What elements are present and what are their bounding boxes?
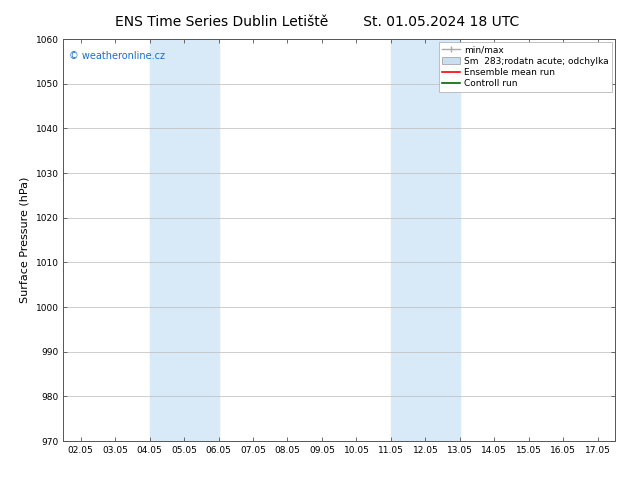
Text: © weatheronline.cz: © weatheronline.cz — [69, 51, 165, 61]
Legend: min/max, Sm  283;rodatn acute; odchylka, Ensemble mean run, Controll run: min/max, Sm 283;rodatn acute; odchylka, … — [439, 42, 612, 92]
Y-axis label: Surface Pressure (hPa): Surface Pressure (hPa) — [20, 177, 30, 303]
Bar — [391, 39, 460, 441]
Bar — [150, 39, 219, 441]
Text: ENS Time Series Dublin Letiště        St. 01.05.2024 18 UTC: ENS Time Series Dublin Letiště St. 01.05… — [115, 15, 519, 29]
